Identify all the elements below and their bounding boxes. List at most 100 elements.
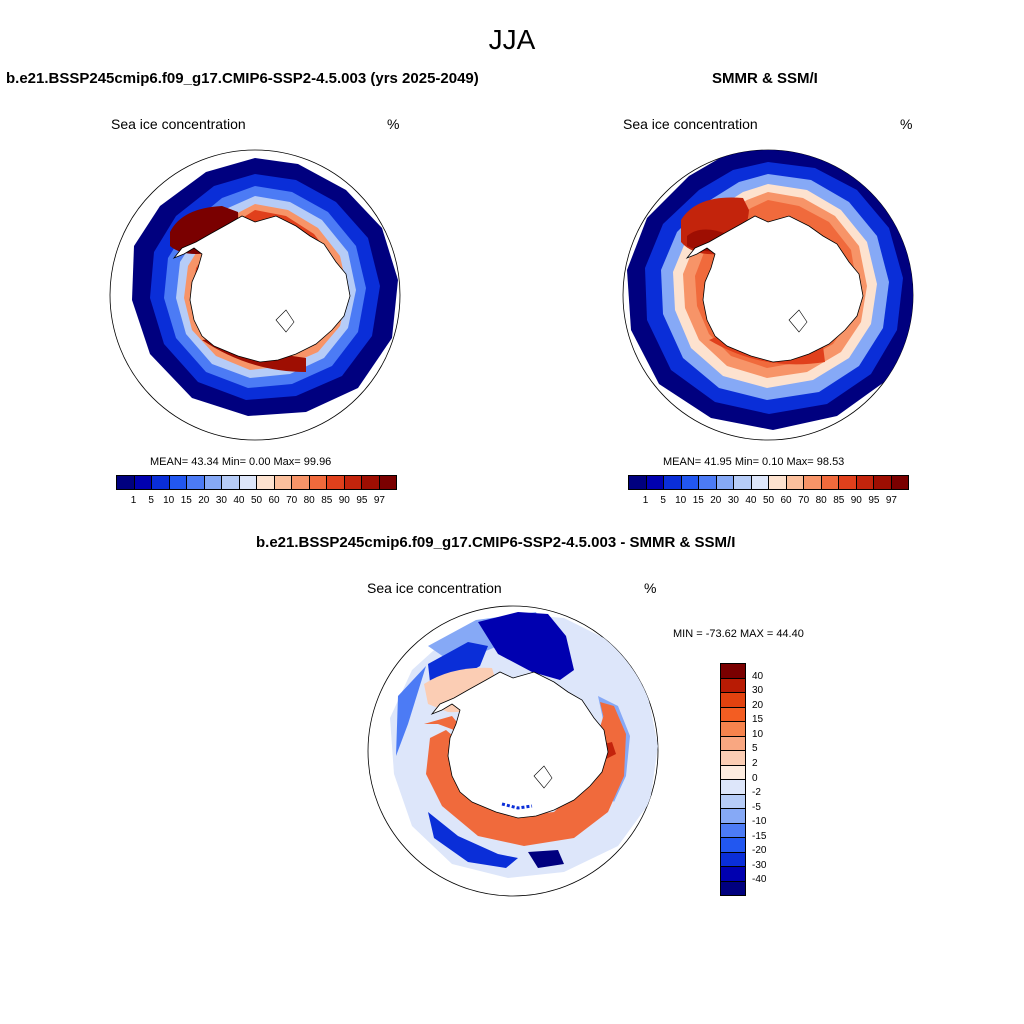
colorbar-swatch xyxy=(786,476,804,489)
model-colorbar xyxy=(116,475,397,490)
model-units-label: % xyxy=(387,116,400,132)
colorbar-swatch xyxy=(204,476,222,489)
colorbar-tick-label: 0 xyxy=(752,772,758,784)
colorbar-tick-label: 95 xyxy=(356,495,368,506)
diff-variable-label: Sea ice concentration xyxy=(367,580,502,596)
colorbar-swatch xyxy=(769,476,787,489)
colorbar-tick-label: 60 xyxy=(780,495,792,506)
diff-panel-title: b.e21.BSSP245cmip6.f09_g17.CMIP6-SSP2-4.… xyxy=(256,534,736,551)
colorbar-tick-label: 70 xyxy=(286,495,298,506)
colorbar-tick-label: -20 xyxy=(752,845,767,857)
colorbar-tick-label: 5 xyxy=(148,495,154,506)
colorbar-swatch xyxy=(891,476,908,489)
colorbar-tick-label: 30 xyxy=(727,495,739,506)
colorbar-tick-label: 10 xyxy=(752,728,764,740)
colorbar-tick-label: -15 xyxy=(752,830,767,842)
colorbar-swatch xyxy=(716,476,734,489)
model-panel-title: b.e21.BSSP245cmip6.f09_g17.CMIP6-SSP2-4.… xyxy=(6,70,479,87)
colorbar-tick-label: 15 xyxy=(692,495,704,506)
colorbar-swatch xyxy=(721,678,745,693)
colorbar-tick-label: -10 xyxy=(752,816,767,828)
colorbar-swatch xyxy=(152,476,170,489)
colorbar-swatch xyxy=(721,838,745,853)
colorbar-swatch xyxy=(721,693,745,708)
colorbar-swatch xyxy=(804,476,822,489)
colorbar-tick-label: 15 xyxy=(752,714,764,726)
colorbar-swatch xyxy=(721,780,745,795)
model-stats: MEAN= 43.34 Min= 0.00 Max= 99.96 xyxy=(150,456,332,468)
colorbar-swatch xyxy=(222,476,240,489)
colorbar-tick-label: 97 xyxy=(885,495,897,506)
figure-title: JJA xyxy=(488,24,536,55)
diff-stats: MIN = -73.62 MAX = 44.40 xyxy=(673,628,804,640)
colorbar-swatch xyxy=(117,476,135,489)
colorbar-swatch xyxy=(721,722,745,737)
colorbar-swatch xyxy=(874,476,892,489)
colorbar-swatch xyxy=(309,476,327,489)
colorbar-swatch xyxy=(646,476,664,489)
colorbar-tick-label: 1 xyxy=(642,495,649,506)
obs-variable-label: Sea ice concentration xyxy=(623,116,758,132)
colorbar-tick-label: 5 xyxy=(752,743,758,755)
colorbar-swatch xyxy=(187,476,205,489)
colorbar-swatch xyxy=(169,476,187,489)
colorbar-tick-label: 20 xyxy=(710,495,722,506)
colorbar-tick-label: -30 xyxy=(752,859,767,871)
colorbar-tick-label: 1 xyxy=(130,495,137,506)
colorbar-tick-label: 40 xyxy=(233,495,245,506)
colorbar-swatch xyxy=(751,476,769,489)
colorbar-tick-label: 50 xyxy=(250,495,263,506)
colorbar-swatch xyxy=(721,664,745,679)
colorbar-swatch xyxy=(721,809,745,824)
obs-stats: MEAN= 41.95 Min= 0.10 Max= 98.53 xyxy=(663,456,845,468)
colorbar-swatch xyxy=(292,476,310,489)
colorbar-swatch xyxy=(629,476,647,489)
obs-units-label: % xyxy=(900,116,913,132)
obs-polar-map xyxy=(622,149,914,441)
colorbar-tick-label: 50 xyxy=(762,495,775,506)
colorbar-swatch xyxy=(721,852,745,867)
diff-polar-map xyxy=(367,605,659,897)
diff-units-label: % xyxy=(644,580,657,596)
colorbar-swatch xyxy=(856,476,874,489)
colorbar-swatch xyxy=(721,881,745,895)
colorbar-swatch xyxy=(734,476,752,489)
colorbar-swatch xyxy=(274,476,292,489)
colorbar-tick-label: 90 xyxy=(850,495,862,506)
diff-colorbar xyxy=(720,663,746,896)
colorbar-tick-label: 10 xyxy=(675,495,687,506)
model-variable-label: Sea ice concentration xyxy=(111,116,246,132)
colorbar-swatch xyxy=(721,794,745,809)
colorbar-swatch xyxy=(362,476,380,489)
model-polar-map xyxy=(109,149,401,441)
colorbar-tick-label: 85 xyxy=(321,495,333,506)
colorbar-swatch xyxy=(699,476,717,489)
colorbar-tick-label: 40 xyxy=(752,670,764,682)
colorbar-swatch xyxy=(721,765,745,780)
colorbar-tick-label: 30 xyxy=(215,495,227,506)
colorbar-tick-label: 15 xyxy=(180,495,192,506)
colorbar-swatch xyxy=(379,476,396,489)
colorbar-tick-label: 2 xyxy=(752,757,758,769)
colorbar-tick-label: 70 xyxy=(798,495,810,506)
colorbar-tick-label: -5 xyxy=(752,801,761,813)
colorbar-swatch xyxy=(821,476,839,489)
colorbar-swatch xyxy=(344,476,362,489)
colorbar-tick-label: 30 xyxy=(752,685,764,697)
colorbar-tick-label: 40 xyxy=(745,495,757,506)
colorbar-tick-label: 97 xyxy=(373,495,385,506)
colorbar-tick-label: 20 xyxy=(752,699,764,711)
colorbar-swatch xyxy=(664,476,682,489)
obs-colorbar xyxy=(628,475,909,490)
colorbar-swatch xyxy=(721,751,745,766)
obs-panel-title: SMMR & SSM/I xyxy=(712,70,818,87)
colorbar-tick-label: -2 xyxy=(752,787,761,799)
colorbar-tick-label: 80 xyxy=(815,495,827,506)
colorbar-tick-label: 20 xyxy=(198,495,210,506)
colorbar-tick-label: 60 xyxy=(268,495,280,506)
colorbar-tick-label: 85 xyxy=(833,495,845,506)
colorbar-swatch xyxy=(721,823,745,838)
colorbar-tick-label: 10 xyxy=(163,495,175,506)
colorbar-swatch xyxy=(721,736,745,751)
colorbar-tick-label: 90 xyxy=(338,495,350,506)
